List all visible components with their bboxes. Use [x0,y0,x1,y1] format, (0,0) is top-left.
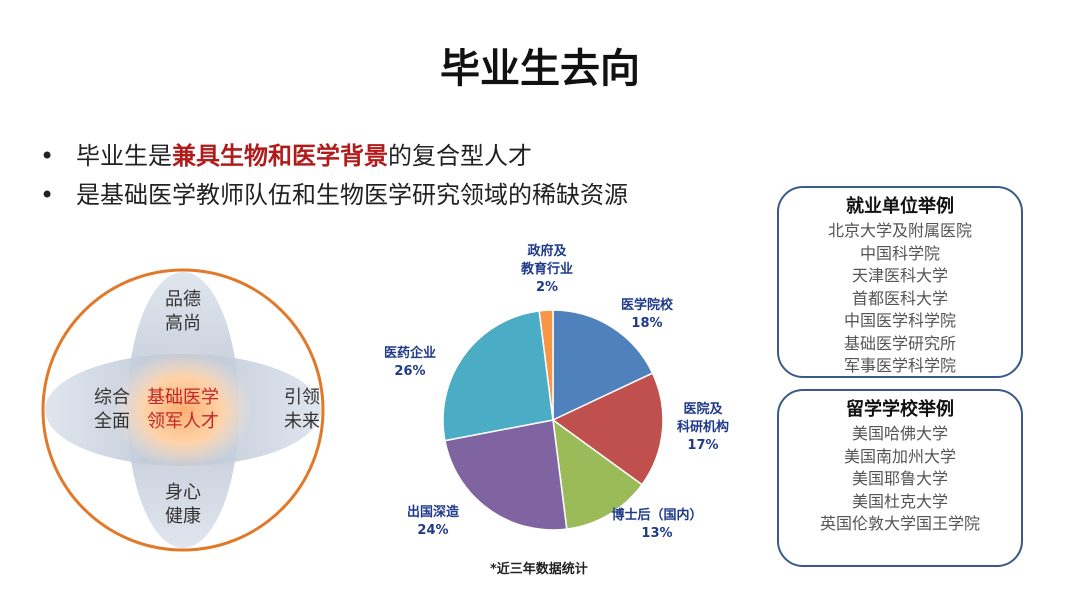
value-label: 2% [535,280,559,295]
list-item: 中国医学科学院 [843,311,956,330]
box-title: 留学学校举例 [846,399,954,420]
list-item: 英国伦敦大学国王学院 [819,514,980,533]
employers-box: 就业单位举例 北京大学及附属医院 中国科学院天津医科大学 首都医科大学 中国医学科学院… [777,186,1023,378]
pie-slice [442,310,554,442]
list-item: 基础医学研究所 [843,333,956,353]
pie-slice [552,418,644,530]
category-label: 政府及 教育行业 [520,244,574,277]
schools-box: 留学学校举例 美国哈佛大学 美国南加州大学 美国耶鲁大学 美国杜克大学英国伦敦大学国王… [777,389,1023,567]
slice-label: 出国深造 24% [407,504,459,540]
list-item: 北京大学及附属医院 [827,221,972,240]
diagram-center: 基础医学 领军人才 [147,387,219,432]
pie-slice [444,419,568,531]
diagram-right: 引领 未来 [284,387,320,432]
diagram-left: 综合 全面 [94,387,130,432]
pie-slice [551,372,664,486]
category-label: 医学院校 [620,298,674,313]
bullet: • 毕业生是兼具生物和医学背景的复合型人才 [40,142,532,170]
list-item: 美国耶鲁大学 [851,469,948,488]
footnote: *近三年数据统计 [490,562,588,577]
list-item: 军事医学科学院 [843,356,956,375]
pie-slice [552,309,654,422]
diagram-top: 品德 高尚 [165,289,201,334]
list-item: 天津医科大学 [851,266,948,285]
diagram-bottom: 身心 健康 [165,482,201,527]
slice-label: 医学院校 18% [621,297,673,333]
category-label: 医院及 科研机构 [676,402,730,435]
value-label: 17% [687,438,719,453]
value-label: 26% [394,364,426,379]
category-label: 医药企业 [383,346,437,361]
list-item: 美国南加州大学 [843,446,956,466]
list-item: 中国科学院 [859,243,940,263]
text: 毕业生是 [76,142,172,170]
text: 是基础医学教师队伍和生物医学研究领域的稀缺资源 [76,181,628,209]
slice-label: 政府及 教育行业 2% [521,243,573,297]
list-item: 美国哈佛大学 [851,424,948,443]
slice-label: 医院及 科研机构 17% [677,401,729,455]
center-glow [113,350,253,470]
value-label: 24% [417,523,449,538]
value-label: 18% [631,316,663,331]
highlight: 兼具生物和医学背景 [172,142,388,170]
box-title: 就业单位举例 [846,196,954,217]
slice-label: 博士后（国内） 13% [611,507,702,543]
value-label: 13% [641,526,673,541]
list-item: 首都医科大学 [851,288,948,308]
bullet: • 是基础医学教师队伍和生物医学研究领域的稀缺资源 [40,181,628,209]
text: 的复合型人才 [388,142,532,170]
title: 毕业生去向 [440,46,640,92]
category-label: 博士后（国内） [611,508,703,523]
slice-label: 医药企业 26% [384,345,436,381]
list-item: 美国杜克大学 [851,491,948,511]
category-label: 出国深造 [406,505,460,520]
pie-slice [538,309,554,421]
pie [442,309,664,531]
